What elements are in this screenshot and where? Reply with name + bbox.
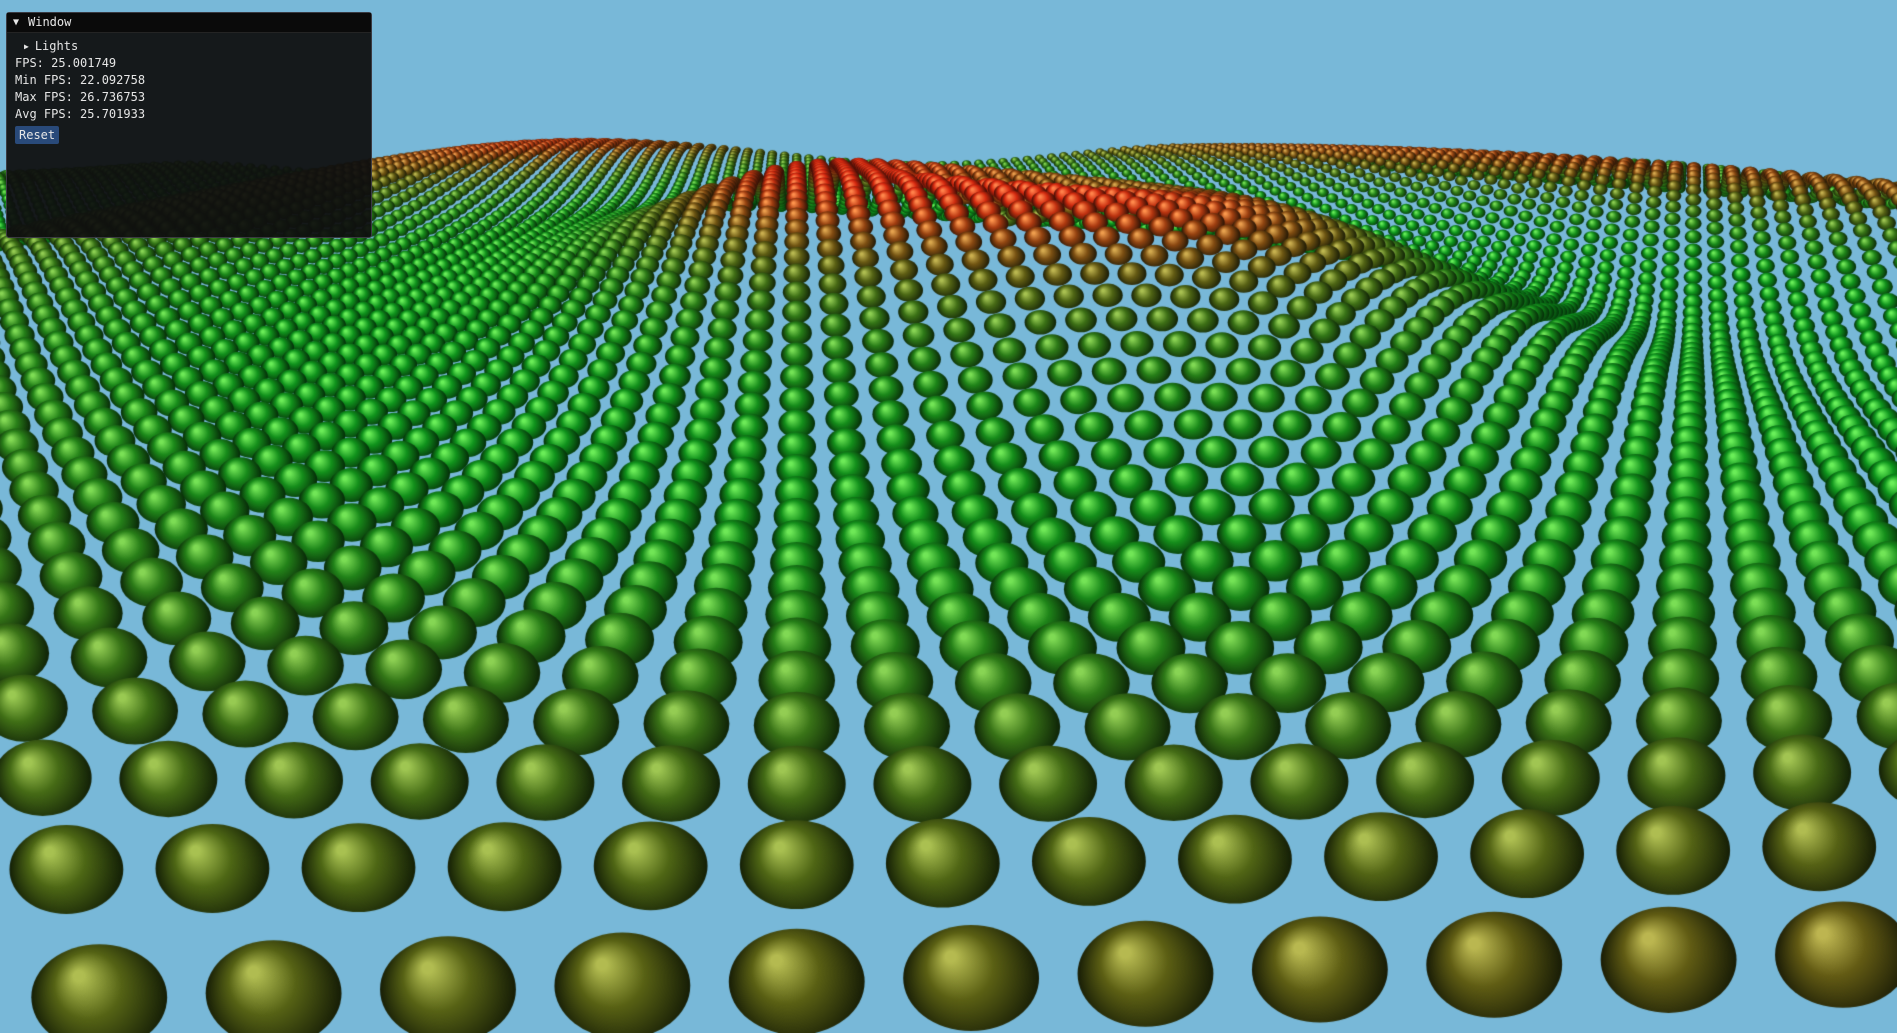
window-title: Window [28, 15, 72, 29]
min-fps-readout: Min FPS: 22.092758 [15, 73, 146, 87]
lights-tree-node[interactable]: ▶ Lights [15, 38, 363, 55]
window-body: ▶ Lights FPS: 25.001749 Min FPS: 22.0927… [7, 33, 371, 149]
avg-fps-readout: Avg FPS: 25.701933 [15, 107, 146, 121]
window-title-bar[interactable]: ▼ Window [7, 13, 371, 33]
fps-readout: FPS: 25.001749 [15, 56, 117, 70]
reset-button[interactable]: Reset [15, 126, 60, 144]
triangle-right-icon[interactable]: ▶ [24, 42, 29, 51]
lights-label: Lights [34, 39, 79, 53]
debug-window[interactable]: ▼ Window ▶ Lights FPS: 25.001749 Min FPS… [6, 12, 372, 238]
triangle-down-icon[interactable]: ▼ [13, 17, 20, 28]
max-fps-readout: Max FPS: 26.736753 [15, 90, 146, 104]
